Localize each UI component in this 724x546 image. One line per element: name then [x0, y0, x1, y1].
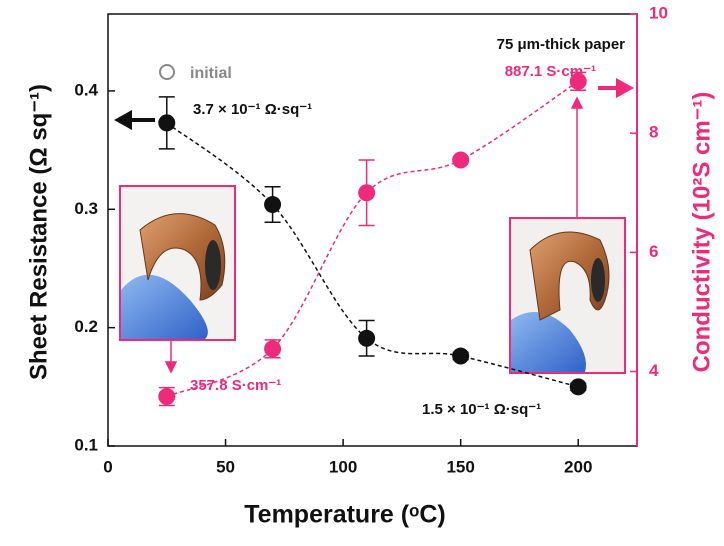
x-tick-label: 150: [446, 457, 474, 476]
x-tick-label: 50: [216, 457, 235, 476]
x-axis-title: Temperature (ᵒC): [244, 501, 446, 529]
data-point: [158, 114, 175, 131]
data-point: [452, 348, 469, 365]
annotation: 1.5 × 10⁻¹ Ω·sq⁻¹: [422, 401, 541, 418]
y2-tick-label: 8: [649, 123, 658, 142]
y2-tick-label: 4: [649, 361, 659, 380]
annotation: 3.7 × 10⁻¹ Ω·sq⁻¹: [193, 101, 312, 118]
chart: Temperature (ᵒC) Sheet Resistance (Ω sq⁻…: [0, 0, 724, 541]
y2-axis-title: Conductivity (10²S cm⁻¹): [688, 92, 715, 373]
legend-marker: [160, 65, 174, 79]
photo-inset: [510, 218, 625, 373]
annotation: 357.8 S·cm⁻¹: [190, 377, 281, 394]
data-point: [158, 388, 175, 405]
annotation: 887.1 S·cm⁻¹: [505, 63, 596, 80]
x-tick-label: 200: [564, 457, 592, 476]
data-point: [570, 378, 587, 395]
y-tick-label: 0.1: [74, 435, 98, 454]
axis-arrow: [114, 78, 634, 130]
data-point: [358, 184, 375, 201]
x-tick-label: 0: [103, 457, 112, 476]
data-point: [264, 196, 281, 213]
photo-inset: [120, 186, 235, 340]
y-tick-label: 0.2: [74, 317, 98, 336]
annotation: 75 μm-thick paper: [497, 36, 626, 53]
data-point: [358, 330, 375, 347]
legend-label: initial: [190, 65, 232, 82]
data-point: [452, 151, 469, 168]
data-point: [264, 340, 281, 357]
x-tick-label: 100: [329, 457, 357, 476]
y-tick-label: 0.3: [74, 199, 98, 218]
y2-tick-label: 6: [649, 242, 658, 261]
y-tick-label: 0.4: [74, 80, 98, 99]
y-axis-title: Sheet Resistance (Ω sq⁻¹): [25, 84, 52, 380]
y2-tick-label: 10: [649, 3, 668, 22]
